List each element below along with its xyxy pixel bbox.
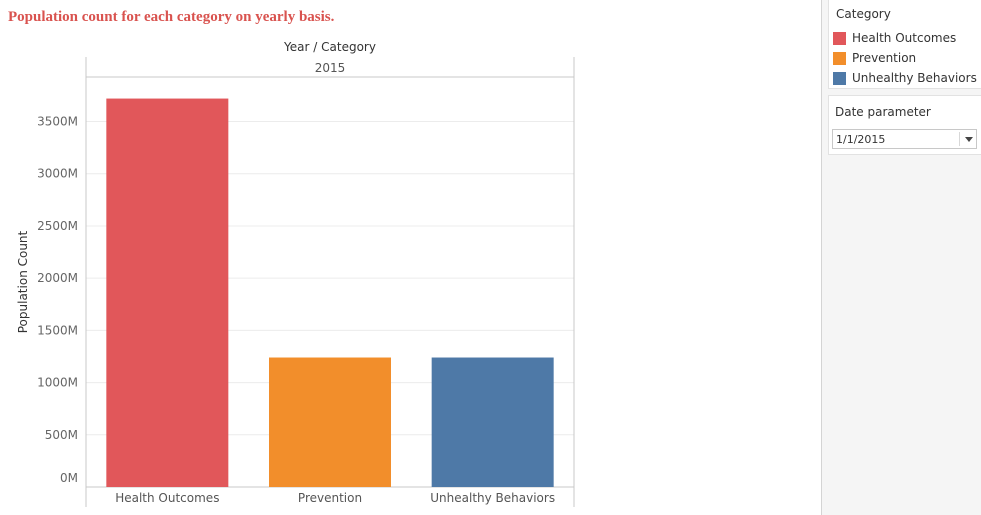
chevron-down-icon[interactable] (965, 137, 973, 142)
header-title: Year / Category (283, 40, 376, 54)
legend-swatch-health-outcomes (833, 31, 846, 45)
bar-health-outcomes (106, 98, 229, 487)
y-tick-label: 2000M (37, 271, 78, 285)
legend-item-health-outcomes[interactable]: Health Outcomes (833, 31, 956, 45)
y-tick-label: 0M (60, 471, 78, 485)
bar-chart: Year / Category 2015 0M 500M 1000M 1500M 2000M… (16, 40, 575, 507)
y-tick-label: 1500M (37, 323, 78, 337)
x-tick-label: Unhealthy Behaviors (430, 491, 555, 505)
date-parameter-dropdown[interactable]: 1/1/2015 (832, 129, 977, 149)
date-parameter-title: Date parameter (835, 105, 931, 119)
dropdown-separator (959, 132, 960, 146)
legend-swatch-prevention (833, 51, 846, 65)
legend-label: Health Outcomes (852, 31, 957, 45)
legend-item-prevention[interactable]: Prevention (833, 51, 916, 65)
date-parameter-card: Date parameter 1/1/2015 (828, 95, 981, 155)
y-axis-label: Population Count (16, 230, 30, 333)
y-tick-label: 500M (45, 428, 78, 442)
legend-label: Prevention (852, 51, 917, 65)
y-tick-label: 1000M (37, 376, 78, 390)
bar-unhealthy-behaviors (431, 357, 554, 487)
panel-divider (821, 0, 822, 515)
bar-prevention (269, 357, 391, 487)
x-tick-label: Prevention (298, 491, 362, 505)
x-tick-label: Health Outcomes (115, 491, 219, 505)
legend-swatch-unhealthy-behaviors (833, 71, 846, 85)
y-tick-label: 3500M (37, 115, 78, 129)
date-parameter-value: 1/1/2015 (836, 133, 886, 146)
legend-title: Category (836, 7, 891, 21)
legend-item-unhealthy-behaviors[interactable]: Unhealthy Behaviors (833, 71, 977, 85)
y-tick-label: 3000M (37, 167, 78, 181)
legend-label: Unhealthy Behaviors (852, 71, 977, 85)
header-year: 2015 (315, 61, 346, 75)
y-tick-label: 2500M (37, 219, 78, 233)
category-legend: Category Health Outcomes Prevention Unhe… (828, 0, 981, 89)
chart-title: Population count for each category on ye… (8, 9, 335, 25)
